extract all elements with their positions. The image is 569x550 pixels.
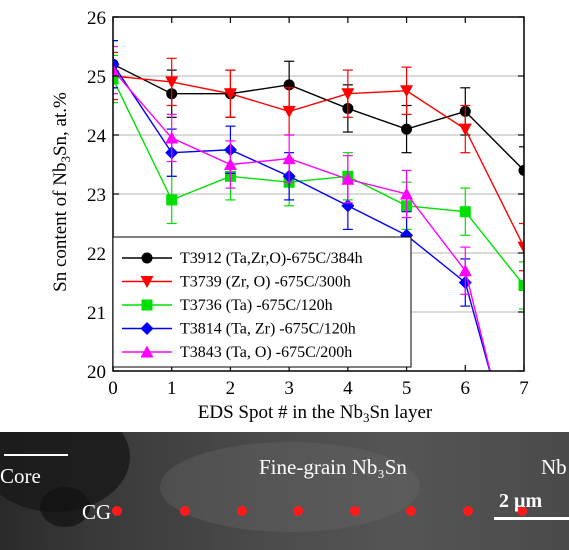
legend: T3912 (Ta,Zr,O)-675C/384h T3739 (Zr, O) -… <box>112 236 412 368</box>
x-axis-title: EDS Spot # in the Nb3Sn layer <box>198 402 433 425</box>
sem-spot-5 <box>406 506 416 516</box>
point-1-2 <box>223 88 237 101</box>
point-1-3 <box>282 105 296 118</box>
sem-spot-0 <box>112 506 122 516</box>
sem-spot-3 <box>293 506 303 516</box>
sem-spot-2 <box>237 506 247 516</box>
point-4-4 <box>341 172 355 185</box>
x-tick-label-4: 4 <box>343 378 353 399</box>
point-2-7 <box>518 279 524 291</box>
y-axis-title-part1: Sn content of Nb <box>50 163 71 292</box>
series-4 <box>113 45 491 371</box>
point-1-6 <box>458 123 472 136</box>
point-1-7 <box>517 241 524 254</box>
sem-spot-1 <box>180 506 190 516</box>
point-4-1 <box>165 131 179 144</box>
series-line-2 <box>113 78 524 286</box>
x-tick-label-5: 5 <box>402 378 412 399</box>
series-line-4 <box>113 69 491 371</box>
point-0-5 <box>401 123 413 135</box>
point-4-2 <box>223 158 237 170</box>
x-tick-label-6: 6 <box>461 378 471 399</box>
point-1-4 <box>341 88 355 101</box>
legend-marker-3 <box>140 322 154 335</box>
sem-spot-4 <box>350 506 360 516</box>
x-tick-label-0: 0 <box>108 378 118 399</box>
y-tick-label-23: 23 <box>87 185 106 206</box>
legend-label-0: T3912 (Ta,Zr,O)-675C/384h <box>180 250 363 267</box>
y-axis-title: Sn content of Nb3Sn, at.% <box>50 92 73 292</box>
point-4-6 <box>458 264 472 277</box>
legend-label-1: T3739 (Zr, O) -675C/300h <box>180 274 351 291</box>
sem-light-patch <box>160 442 420 532</box>
sem-core-line <box>4 454 68 456</box>
sem-label-nb-cut: Nb <box>541 455 567 479</box>
legend-marker-1 <box>140 276 154 288</box>
sem-spot-6 <box>463 506 473 516</box>
legend-marker-0 <box>141 252 153 264</box>
x-tick-label-1: 1 <box>167 378 177 399</box>
x-axis-title-part2: Sn layer <box>369 402 432 423</box>
x-axis-title-subscript: 3 <box>363 410 370 425</box>
point-4-0 <box>113 63 120 76</box>
series-line-1 <box>113 75 524 248</box>
point-0-7 <box>518 164 524 176</box>
point-2-0 <box>113 73 119 85</box>
y-tick-label-22: 22 <box>87 244 106 265</box>
point-1-1 <box>165 76 179 89</box>
series-line-0 <box>113 63 524 171</box>
sem-label-fine-grain: Fine-grain Nb₃Sn <box>259 455 407 479</box>
scale-bar-label: 2 µm <box>499 490 543 512</box>
point-4-5 <box>400 187 414 200</box>
scale-bar <box>494 517 569 520</box>
y-axis-title-subscript: 3 <box>58 156 73 163</box>
y-tick-label-20: 20 <box>87 362 106 383</box>
series-layer <box>113 39 524 371</box>
series-0 <box>113 39 524 195</box>
y-tick-label-26: 26 <box>87 8 106 29</box>
series-line-3 <box>113 63 491 371</box>
sem-label-core: Core <box>0 464 41 488</box>
point-4-3 <box>282 152 296 165</box>
y-tick-label-24: 24 <box>87 126 107 147</box>
x-tick-label-7: 7 <box>519 378 529 399</box>
legend-label-2: T3736 (Ta) -675C/120h <box>180 297 333 314</box>
x-tick-label-2: 2 <box>226 378 236 399</box>
y-tick-label-25: 25 <box>87 67 106 88</box>
y-tick-label-21: 21 <box>87 303 106 324</box>
point-1-5 <box>400 85 414 98</box>
x-axis-title-part1: EDS Spot # in the Nb <box>198 402 363 423</box>
point-2-1 <box>166 194 178 206</box>
point-2-6 <box>459 206 471 218</box>
legend-label-4: T3843 (Ta, O) -675C/200h <box>180 344 352 361</box>
y-axis-title-part2: Sn, at.% <box>50 92 71 156</box>
sem-dark-grain <box>40 487 90 527</box>
legend-label-3: T3814 (Ta, Zr) -675C/120h <box>180 321 356 338</box>
legend-marker-2 <box>141 299 153 311</box>
sem-spot-7 <box>517 506 527 516</box>
legend-marker-4 <box>140 345 154 358</box>
x-tick-label-3: 3 <box>284 378 294 399</box>
sem-micrograph <box>0 432 569 550</box>
sem-label-cg: CG <box>82 500 112 524</box>
